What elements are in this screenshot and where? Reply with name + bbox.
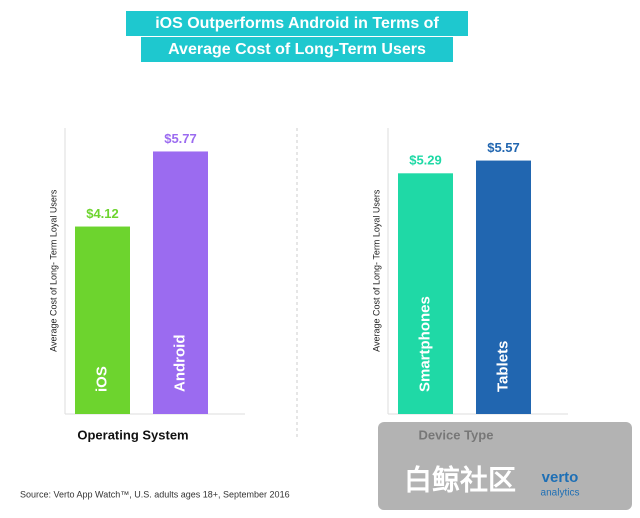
bar bbox=[398, 173, 453, 414]
category-label: iOS bbox=[93, 366, 110, 392]
watermark: 白鲸社区 bbox=[404, 463, 516, 495]
watermark-bg bbox=[378, 422, 632, 510]
bar bbox=[153, 151, 208, 414]
logo: verto bbox=[542, 469, 579, 486]
value-label: $5.77 bbox=[164, 131, 197, 146]
source: Source: Verto App Watch™, U.S. adults ag… bbox=[20, 489, 290, 499]
plots: Average Cost of Long- Term Loyal Users Op… bbox=[48, 128, 568, 442]
bar bbox=[75, 226, 130, 414]
category-label: Smartphones bbox=[416, 296, 433, 392]
x-axis-label: Operating System bbox=[77, 427, 188, 442]
bar bbox=[476, 160, 531, 414]
chart-title: Average Cost of Long-Term Users bbox=[168, 41, 426, 58]
y-axis-label: Average Cost of Long- Term Loyal Users bbox=[371, 189, 381, 352]
title-bg bbox=[141, 37, 453, 62]
value-label: $5.29 bbox=[409, 153, 442, 168]
title-bg bbox=[126, 11, 468, 36]
value-label: $4.12 bbox=[86, 206, 119, 221]
y-axis-label: Average Cost of Long- Term Loyal Users bbox=[48, 189, 58, 352]
category-label: Android bbox=[171, 335, 188, 393]
value-label: $5.57 bbox=[487, 140, 520, 155]
logo: analytics bbox=[541, 488, 580, 499]
category-label: Tablets bbox=[494, 341, 511, 392]
chart-title: iOS Outperforms Android in Terms of bbox=[155, 15, 439, 32]
